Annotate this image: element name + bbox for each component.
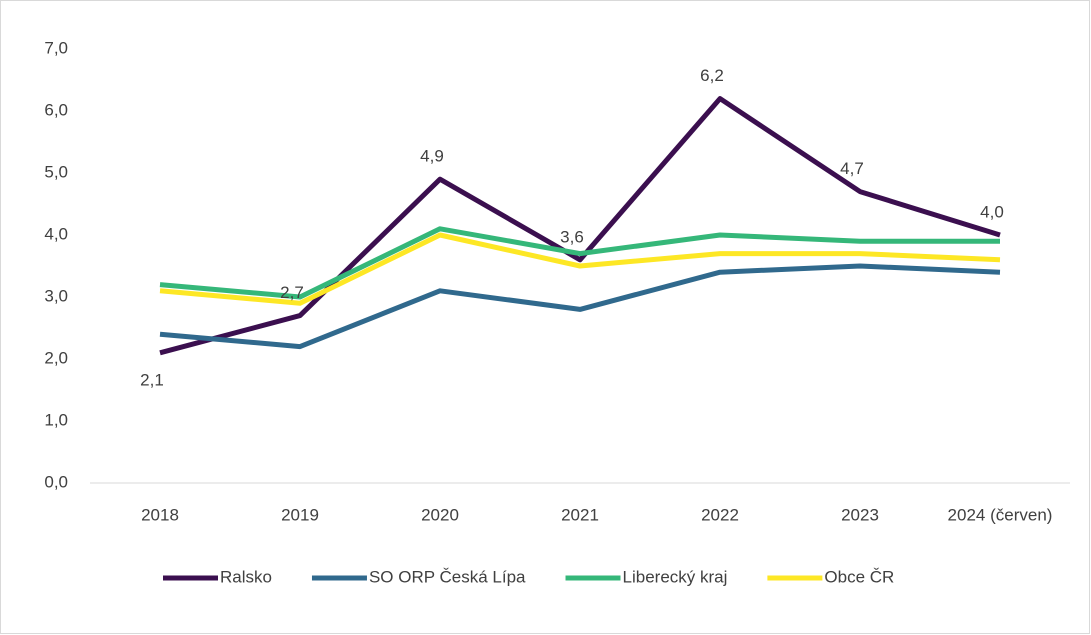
x-tick-label: 2021	[561, 505, 599, 524]
x-tick-label: 2023	[841, 505, 879, 524]
y-tick-label: 6,0	[44, 100, 68, 119]
data-label: 2,7	[280, 283, 304, 302]
y-tick-label: 5,0	[44, 162, 68, 181]
legend-label: Ralsko	[220, 567, 272, 586]
y-tick-label: 3,0	[44, 286, 68, 305]
legend-label: Liberecký kraj	[623, 567, 728, 586]
series-line	[159, 263, 1001, 350]
data-label: 4,0	[980, 202, 1004, 221]
data-label: 6,2	[700, 66, 724, 85]
x-tick-label: 2022	[701, 505, 739, 524]
series-line	[159, 96, 1001, 356]
y-tick-label: 2,0	[44, 348, 68, 367]
legend-label: Obce ČR	[824, 567, 894, 586]
data-label: 2,1	[140, 370, 164, 389]
data-label: 3,6	[560, 227, 584, 246]
legend-label: SO ORP Česká Lípa	[369, 567, 526, 586]
data-label: 4,9	[420, 147, 444, 166]
x-tick-label: 2018	[141, 505, 179, 524]
series-line	[159, 232, 1001, 306]
series-line	[159, 226, 1000, 300]
x-tick-label: 2020	[421, 505, 459, 524]
x-tick-label: 2019	[281, 505, 319, 524]
y-tick-label: 1,0	[44, 410, 68, 429]
y-tick-label: 0,0	[44, 472, 68, 491]
x-tick-label: 2024 (červen)	[948, 505, 1053, 524]
y-tick-label: 7,0	[44, 38, 68, 57]
y-tick-label: 4,0	[44, 224, 68, 243]
data-label: 4,7	[840, 159, 864, 178]
